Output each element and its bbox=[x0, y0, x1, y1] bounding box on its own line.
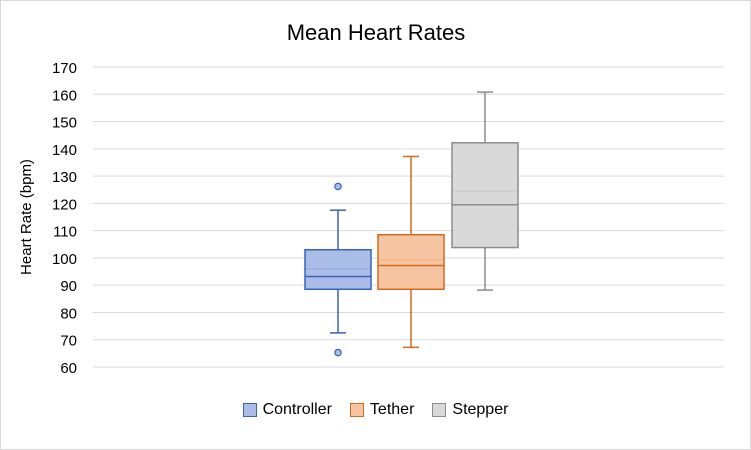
y-tick-label: 90 bbox=[60, 278, 77, 295]
legend-item-controller: Controller bbox=[242, 401, 332, 419]
legend-swatch bbox=[432, 403, 447, 417]
legend-swatch bbox=[242, 403, 257, 417]
y-tick-label: 120 bbox=[52, 196, 77, 213]
box-plot-controller bbox=[304, 182, 372, 357]
y-tick-label: 70 bbox=[60, 333, 77, 350]
legend-swatch bbox=[349, 403, 364, 417]
y-tick-label: 110 bbox=[53, 224, 77, 241]
iqr-box bbox=[451, 142, 519, 249]
y-tick-label: 160 bbox=[52, 87, 77, 104]
y-tick-label: 170 bbox=[52, 60, 77, 77]
iqr-box bbox=[377, 233, 445, 291]
y-tick-label: 60 bbox=[60, 360, 77, 377]
y-tick-label: 130 bbox=[52, 169, 77, 186]
y-tick-label: 100 bbox=[52, 251, 77, 268]
legend-item-tether: Tether bbox=[349, 401, 415, 419]
box-plot-stepper bbox=[451, 91, 519, 291]
y-tick-label: 140 bbox=[52, 142, 77, 159]
chart-title: Mean Heart Rates bbox=[287, 20, 466, 45]
legend-label: Controller bbox=[262, 401, 332, 418]
legend: Controller Tether Stepper bbox=[1, 401, 750, 419]
box-plots bbox=[304, 91, 519, 357]
legend-item-stepper: Stepper bbox=[432, 401, 508, 419]
outlier-point bbox=[334, 348, 342, 357]
outlier-point bbox=[334, 182, 342, 191]
legend-label: Stepper bbox=[452, 401, 509, 418]
y-tick-label: 150 bbox=[52, 115, 77, 132]
grid-lines bbox=[93, 66, 724, 368]
legend-label: Tether bbox=[369, 401, 415, 418]
y-tick-labels: 60 70 80 90 100 110 120 130 140 150 160 170 bbox=[52, 60, 77, 377]
y-axis-label: Heart Rate (bpm) bbox=[18, 159, 35, 275]
iqr-box bbox=[304, 248, 372, 291]
box-plot-tether bbox=[377, 155, 445, 349]
y-tick-label: 80 bbox=[60, 305, 77, 322]
